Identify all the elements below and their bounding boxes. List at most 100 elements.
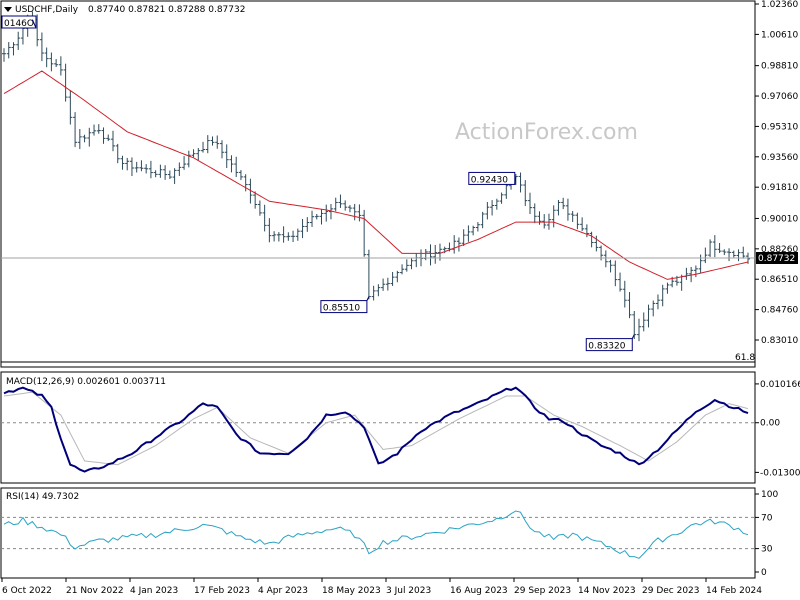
price-bar xyxy=(253,191,258,209)
price-bar xyxy=(291,230,296,243)
price-bar xyxy=(532,203,537,224)
price-tick-label: 0.83010 xyxy=(761,336,798,346)
annotation-text: 0.83320 xyxy=(588,342,625,352)
price-bar xyxy=(286,232,291,241)
macd-tick-label: 0.010166 xyxy=(760,380,800,390)
moving-average-line xyxy=(3,70,749,280)
x-tick-label: 14 Nov 2023 xyxy=(578,586,636,596)
rsi-axis: 100 70 30 0 xyxy=(755,490,778,578)
price-bar xyxy=(158,164,163,178)
price-bar xyxy=(324,204,329,222)
macd-label: MACD(12,26,9) 0.002601 0.003711 xyxy=(6,377,166,387)
price-bar xyxy=(480,211,485,229)
annotation-leader xyxy=(31,19,37,29)
collapse-triangle-icon[interactable] xyxy=(4,7,12,12)
price-bar xyxy=(731,250,736,258)
timeframe-text: Daily xyxy=(55,5,78,15)
price-bar xyxy=(428,244,433,266)
price-bar xyxy=(381,278,386,291)
price-bar xyxy=(196,148,201,161)
price-bar xyxy=(328,204,333,220)
price-bar xyxy=(82,134,87,143)
price-bar xyxy=(414,253,419,268)
price-bar xyxy=(153,170,158,178)
price-bar xyxy=(693,265,698,278)
price-bar xyxy=(551,205,556,228)
price-bar xyxy=(262,204,267,232)
price-bar xyxy=(272,231,277,242)
price-bar xyxy=(77,128,82,150)
macd-series xyxy=(1,386,755,473)
price-bar xyxy=(54,59,59,67)
price-bar xyxy=(461,229,466,246)
price-bar xyxy=(698,254,703,274)
macd-signal-line xyxy=(3,391,749,466)
price-bar xyxy=(556,199,561,216)
price-bar xyxy=(518,172,523,193)
price-bar xyxy=(362,209,367,257)
price-bar xyxy=(319,209,324,225)
price-tick-label: 0.98810 xyxy=(761,62,798,72)
macd-panel xyxy=(0,371,756,484)
price-bar xyxy=(741,246,746,259)
price-bar xyxy=(205,135,210,154)
x-tick-label: 14 Feb 2024 xyxy=(706,586,762,596)
price-bar xyxy=(182,156,187,170)
x-tick-label: 4 Apr 2023 xyxy=(258,586,308,596)
price-bar xyxy=(352,203,357,221)
price-bar xyxy=(589,231,594,248)
price-bar xyxy=(106,134,111,142)
price-bar xyxy=(16,31,21,50)
price-bar xyxy=(385,277,390,291)
price-bar xyxy=(651,300,656,317)
x-tick-label: 3 Jul 2023 xyxy=(386,586,431,596)
price-tick-label: 0.97060 xyxy=(761,92,798,102)
rsi-tick-label: 0 xyxy=(761,568,767,578)
price-bar xyxy=(68,90,73,125)
price-bar xyxy=(594,235,599,252)
price-bar xyxy=(395,270,400,283)
price-bar xyxy=(400,264,405,275)
rsi-label: RSI(14) 49.7302 xyxy=(6,492,79,502)
price-bar xyxy=(357,204,362,222)
price-bar xyxy=(281,226,286,243)
price-bar xyxy=(655,294,660,310)
x-tick-label: 29 Dec 2023 xyxy=(642,586,700,596)
price-bar xyxy=(58,56,63,76)
price-bar xyxy=(186,150,191,168)
price-bar xyxy=(485,202,490,220)
price-bar xyxy=(717,243,722,253)
price-bar xyxy=(423,249,428,261)
price-tick-label: 0.91810 xyxy=(761,183,798,193)
rsi-line xyxy=(3,510,749,559)
price-bar xyxy=(347,205,352,213)
price-bar xyxy=(565,198,570,221)
price-series xyxy=(1,11,755,342)
price-bar xyxy=(689,266,694,283)
x-tick-label: 21 Nov 2022 xyxy=(66,586,124,596)
price-bar xyxy=(504,182,509,199)
price-bar xyxy=(499,192,504,204)
price-bar xyxy=(433,244,438,264)
symbol-label: USDCHF,Daily xyxy=(15,5,79,15)
price-tick-label: 0.84760 xyxy=(761,306,798,316)
annotation-text: 0.85510 xyxy=(323,304,360,314)
price-tick-label: 0.86510 xyxy=(761,275,798,285)
price-bar xyxy=(542,214,547,229)
annotation-leader xyxy=(514,176,517,185)
price-bar xyxy=(248,178,253,204)
price-bar xyxy=(494,198,499,210)
annotation-text: 0146O xyxy=(4,19,34,29)
price-bar xyxy=(660,284,665,307)
price-panel xyxy=(0,0,756,368)
current-price-badge: 0.87732 xyxy=(756,252,798,265)
price-bar xyxy=(722,249,727,256)
price-annotation: 0.83320 xyxy=(585,334,635,352)
price-bar xyxy=(618,272,623,292)
price-annotation: 0.85510 xyxy=(320,296,370,314)
price-bar xyxy=(49,52,54,72)
price-bar xyxy=(708,239,713,257)
price-bar xyxy=(665,282,670,294)
price-bar xyxy=(267,218,272,243)
price-bar xyxy=(163,165,168,180)
